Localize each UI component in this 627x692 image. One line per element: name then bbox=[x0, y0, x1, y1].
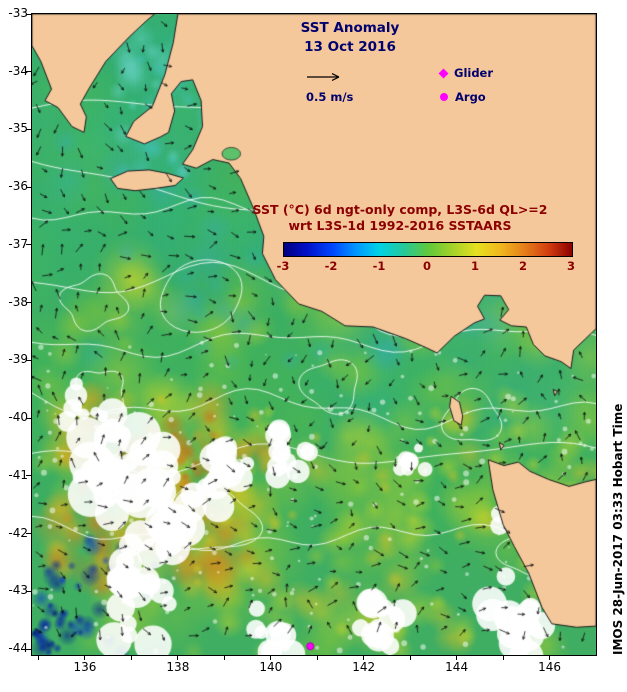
y-axis-tick bbox=[26, 244, 31, 246]
x-axis-tick bbox=[456, 655, 458, 660]
y-axis-tick bbox=[26, 13, 31, 15]
y-axis-tick bbox=[26, 590, 31, 592]
x-axis-label: 138 bbox=[166, 660, 190, 674]
colorbar-tick-label: -3 bbox=[276, 259, 290, 273]
colorbar-tick-label: 3 bbox=[566, 259, 576, 273]
sst-anomaly-map-canvas bbox=[32, 14, 596, 655]
y-axis-tick bbox=[26, 417, 31, 419]
colorbar-tick-label: -2 bbox=[324, 259, 338, 273]
glider-marker-icon bbox=[438, 68, 449, 78]
argo-label: Argo bbox=[455, 90, 486, 104]
colorbar-caption: SST (°C) 6d ngt-only comp, L3S-6d QL>=2 … bbox=[250, 202, 550, 234]
x-axis-label: 144 bbox=[445, 660, 469, 674]
colorbar-tick-label: 0 bbox=[422, 259, 432, 273]
y-axis-label: -42 bbox=[8, 525, 28, 540]
colorbar-tick-label: -1 bbox=[372, 259, 386, 273]
colorbar-gradient bbox=[283, 242, 573, 257]
y-axis-label: -34 bbox=[8, 63, 28, 78]
y-axis-tick bbox=[26, 359, 31, 361]
y-axis-label: -40 bbox=[8, 410, 28, 425]
x-axis-label: 146 bbox=[538, 660, 561, 674]
y-axis-label: -37 bbox=[8, 236, 28, 251]
colorbar-ticks: -3 -2 -1 0 1 2 3 bbox=[277, 259, 575, 273]
velocity-scale-arrow-icon bbox=[307, 73, 340, 81]
y-axis-tick bbox=[26, 186, 31, 188]
y-axis-tick bbox=[26, 302, 31, 304]
colorbar-caption-line2: wrt L3S-1d 1992-2016 SSTAARS bbox=[288, 218, 512, 233]
glider-label: Glider bbox=[454, 66, 494, 80]
argo-marker-icon bbox=[440, 93, 448, 101]
x-axis-tick bbox=[177, 655, 179, 660]
y-axis-tick bbox=[26, 533, 31, 535]
x-axis-tick bbox=[270, 655, 272, 660]
x-axis-label: 142 bbox=[352, 660, 376, 674]
x-axis-label: 136 bbox=[73, 660, 97, 674]
y-axis-label: -38 bbox=[8, 294, 28, 309]
title-text: SST Anomaly bbox=[300, 20, 400, 36]
y-axis-tick bbox=[26, 475, 31, 477]
x-axis-tick bbox=[502, 655, 504, 660]
timestamp-watermark: IMOS 28-Jun-2017 03:33 Hobart Time bbox=[611, 403, 625, 655]
legend-argo: Argo bbox=[440, 90, 486, 104]
x-axis-tick bbox=[316, 655, 318, 660]
colorbar-tick-label: 2 bbox=[518, 259, 528, 273]
velocity-scale-label: 0.5 m/s bbox=[306, 90, 354, 104]
y-axis-label: -33 bbox=[8, 6, 28, 20]
y-axis-label: -36 bbox=[8, 179, 28, 194]
y-axis-label: -41 bbox=[8, 467, 28, 482]
x-axis-tick bbox=[549, 655, 551, 660]
colorbar-caption-line1: SST (°C) 6d ngt-only comp, L3S-6d QL>=2 bbox=[252, 202, 548, 217]
y-axis-label: -44 bbox=[8, 641, 28, 656]
y-axis-tick bbox=[26, 648, 31, 650]
x-axis-tick bbox=[130, 655, 132, 660]
x-axis-tick bbox=[363, 655, 365, 660]
y-axis-tick bbox=[26, 128, 31, 130]
y-axis-label: -39 bbox=[8, 352, 28, 367]
x-axis-tick bbox=[38, 655, 39, 660]
x-axis-tick bbox=[409, 655, 411, 660]
y-axis-label: -43 bbox=[8, 583, 28, 598]
x-axis-label: 140 bbox=[259, 660, 283, 674]
x-axis-tick bbox=[84, 655, 86, 660]
map-plot-area bbox=[31, 13, 597, 656]
plot-title: SST Anomaly 13 Oct 2016 bbox=[240, 19, 460, 57]
date-text: 13 Oct 2016 bbox=[304, 39, 396, 55]
legend-glider: Glider bbox=[438, 66, 494, 80]
colorbar-tick-label: 1 bbox=[470, 259, 480, 273]
y-axis-label: -35 bbox=[8, 121, 28, 136]
x-axis-tick bbox=[223, 655, 225, 660]
y-axis-tick bbox=[26, 71, 31, 73]
